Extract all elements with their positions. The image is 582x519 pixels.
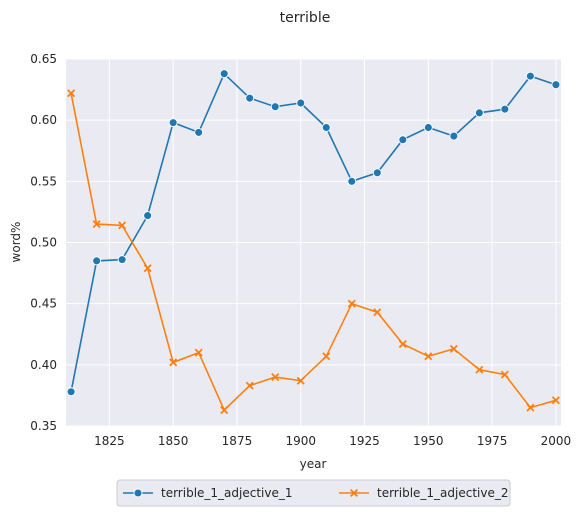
y-tick-label: 0.50 <box>30 236 57 250</box>
data-point <box>348 177 356 185</box>
data-point <box>118 256 126 264</box>
x-tick-label: 1950 <box>413 434 444 448</box>
legend: terrible_1_adjective_1 terrible_1_adjecti… <box>117 480 510 506</box>
x-tick-label: 1925 <box>349 434 380 448</box>
data-point <box>169 119 177 127</box>
x-axis-label: year <box>300 457 327 471</box>
data-point <box>144 212 152 220</box>
data-point <box>399 136 407 144</box>
data-point <box>93 257 101 265</box>
y-axis-label: word% <box>9 222 23 263</box>
x-tick-label: 2000 <box>541 434 572 448</box>
data-point <box>450 132 458 140</box>
x-axis-ticks: 1825 1850 1875 1900 1925 1950 1975 2000 <box>94 434 571 448</box>
data-point <box>475 109 483 117</box>
data-point <box>552 81 560 89</box>
data-point <box>67 388 75 396</box>
data-point <box>297 99 305 107</box>
y-tick-label: 0.45 <box>30 297 57 311</box>
x-tick-label: 1875 <box>222 434 253 448</box>
y-tick-label: 0.60 <box>30 113 57 127</box>
data-point <box>195 128 203 136</box>
data-point <box>220 70 228 78</box>
data-point <box>373 169 381 177</box>
data-point <box>271 103 279 111</box>
chart-title: terrible <box>280 10 331 26</box>
y-axis-ticks: 0.35 0.40 0.45 0.50 0.55 0.60 0.65 <box>30 52 57 433</box>
data-point <box>424 124 432 132</box>
y-tick-label: 0.40 <box>30 358 57 372</box>
legend-label: terrible_1_adjective_1 <box>161 486 293 500</box>
data-point <box>322 124 330 132</box>
data-point <box>246 94 254 102</box>
data-point <box>526 72 534 80</box>
x-tick-label: 1900 <box>285 434 316 448</box>
data-point <box>501 105 509 113</box>
legend-label: terrible_1_adjective_2 <box>377 486 509 500</box>
x-tick-label: 1975 <box>477 434 508 448</box>
y-tick-label: 0.55 <box>30 174 57 188</box>
y-tick-label: 0.35 <box>30 419 57 433</box>
x-tick-label: 1850 <box>158 434 189 448</box>
y-tick-label: 0.65 <box>30 52 57 66</box>
x-tick-label: 1825 <box>94 434 125 448</box>
legend-marker <box>134 489 142 497</box>
